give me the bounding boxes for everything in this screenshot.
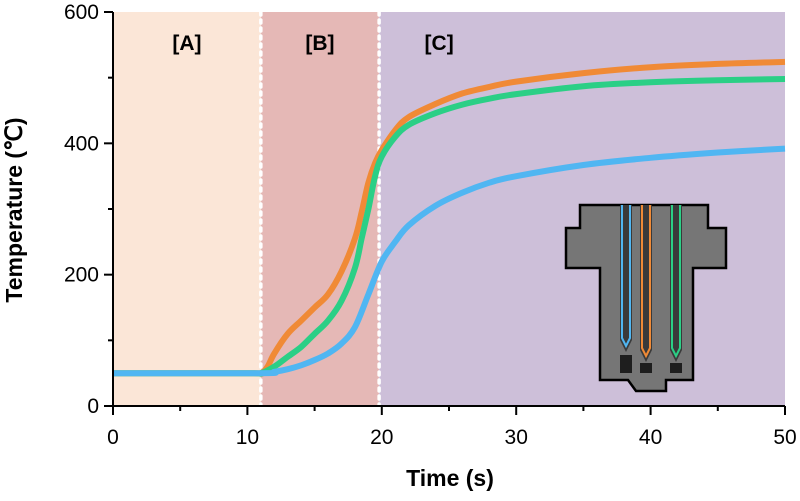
x-tick-label: 20: [370, 426, 393, 449]
region-label-2: [C]: [425, 32, 454, 55]
x-axis-ticks: 0 10 20 30 40 50: [107, 406, 797, 449]
y-tick-label: 200: [64, 264, 99, 287]
series-line-1: [113, 76, 786, 377]
x-tick-label: 30: [505, 426, 528, 449]
y-axis-ticks: 0 200 400 600: [64, 1, 113, 418]
series-lines: [112, 58, 786, 377]
y-tick-label: 0: [87, 395, 99, 418]
series-line-0: [113, 58, 786, 377]
phase-labels: [A] [B] [C]: [172, 32, 453, 55]
region-0: [113, 12, 261, 406]
x-tick-label: 0: [107, 426, 119, 449]
y-tick-label: 600: [64, 1, 99, 24]
green-probe: [670, 205, 682, 373]
y-axis-label: Temperature (℃): [1, 117, 27, 302]
probe-block-schematic: [564, 203, 728, 393]
x-tick-label: 50: [773, 426, 796, 449]
phase-boundaries: [259, 10, 381, 408]
region-label-1: [B]: [305, 32, 334, 55]
orange-probe: [640, 205, 652, 373]
region-label-0: [A]: [172, 32, 201, 55]
y-tick-label: 400: [64, 132, 99, 155]
x-tick-label: 40: [639, 426, 662, 449]
series-line-2: [112, 145, 786, 377]
x-axis-label: Time (s): [406, 465, 494, 491]
blue-probe: [620, 205, 632, 373]
x-tick-label: 10: [236, 426, 259, 449]
